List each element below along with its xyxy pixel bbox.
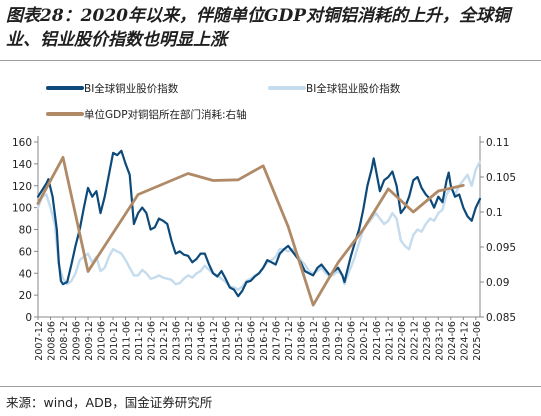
x-tick-label: 2008-06 bbox=[47, 321, 58, 361]
x-tick-label: 2011-12 bbox=[134, 321, 145, 361]
x-tick-label: 2024-12 bbox=[459, 321, 470, 361]
legend-label-aluminum: BI全球铝业股价指数 bbox=[306, 82, 401, 95]
legend-label-consumption: 单位GDP对铜铝所在部门消耗:右轴 bbox=[84, 108, 247, 121]
chart-title: 图表28：2020年以来，伴随单位GDP对铜铝消耗的上升，全球铜业、铝业股价指数… bbox=[6, 6, 511, 50]
y-left-tick-label: 160 bbox=[12, 137, 32, 149]
y-right-tick-label: 0.1 bbox=[486, 207, 503, 219]
legend: BI全球铜业股价指数 BI全球铝业股价指数 单位GDP对铜铝所在部门消耗:右轴 bbox=[46, 82, 401, 121]
x-tick-label: 2020-06 bbox=[347, 321, 358, 361]
y-left-tick-label: 60 bbox=[19, 246, 32, 258]
x-tick-label: 2018-06 bbox=[297, 321, 308, 361]
x-tick-label: 2019-12 bbox=[334, 321, 345, 361]
x-tick-label: 2012-12 bbox=[159, 321, 170, 361]
x-tick-label: 2023-12 bbox=[434, 321, 445, 361]
x-tick-label: 2013-12 bbox=[184, 321, 195, 361]
x-tick-label: 2022-06 bbox=[397, 321, 408, 361]
x-tick-label: 2017-12 bbox=[284, 321, 295, 361]
x-tick-label: 2016-12 bbox=[259, 321, 270, 361]
x-tick-label: 2018-12 bbox=[309, 321, 320, 361]
y-left-tick-label: 40 bbox=[19, 268, 32, 280]
y-left-tick-label: 20 bbox=[19, 290, 32, 302]
y-right-tick-label: 0.11 bbox=[486, 137, 509, 149]
legend-label-copper: BI全球铜业股价指数 bbox=[84, 82, 179, 95]
top-rule bbox=[0, 60, 541, 61]
x-tick-label: 2022-12 bbox=[409, 321, 420, 361]
x-tick-label: 2009-12 bbox=[84, 321, 95, 361]
y-left-tick-label: 100 bbox=[12, 203, 32, 215]
x-tick-label: 2009-06 bbox=[72, 321, 83, 361]
x-tick-label: 2021-06 bbox=[372, 321, 383, 361]
y-right-tick-label: 0.09 bbox=[486, 277, 509, 289]
x-tick-label: 2007-12 bbox=[34, 321, 45, 361]
y-left-tick-label: 120 bbox=[12, 181, 32, 193]
axes: 0 20 40 60 80 100 120 140 160 0.085 0.09 0.095 0.1 0.… bbox=[12, 136, 516, 361]
x-tick-label: 2024-06 bbox=[447, 321, 458, 361]
x-tick-label: 2014-06 bbox=[197, 321, 208, 361]
x-tick-label: 2013-06 bbox=[172, 321, 183, 361]
y-left-tick-label: 140 bbox=[12, 159, 32, 171]
y-left-tick-label: 80 bbox=[19, 225, 32, 237]
x-tick-label: 2019-06 bbox=[322, 321, 333, 361]
x-tick-label: 2023-06 bbox=[422, 321, 433, 361]
x-tick-label: 2015-12 bbox=[234, 321, 245, 361]
x-tick-label: 2016-06 bbox=[247, 321, 258, 361]
series-layer bbox=[36, 149, 482, 307]
x-tick-label: 2020-12 bbox=[359, 321, 370, 361]
y-left-tick-label: 0 bbox=[25, 312, 32, 324]
x-tick-label: 2010-06 bbox=[97, 321, 108, 361]
x-tick-label: 2021-12 bbox=[384, 321, 395, 361]
series-line-consumption bbox=[36, 156, 465, 307]
y-right-tick-label: 0.105 bbox=[486, 172, 516, 184]
x-tick-label: 2025-06 bbox=[472, 321, 483, 361]
x-tick-label: 2012-06 bbox=[147, 321, 158, 361]
x-tick-label: 2008-12 bbox=[59, 321, 70, 361]
y-right-tick-label: 0.095 bbox=[486, 242, 516, 254]
x-tick-label: 2011-06 bbox=[122, 321, 133, 361]
x-tick-label: 2015-06 bbox=[222, 321, 233, 361]
source-note: 来源：wind，ADB，国金证券研究所 bbox=[6, 395, 213, 410]
x-tick-label: 2014-12 bbox=[209, 321, 220, 361]
y-right-tick-label: 0.085 bbox=[486, 312, 516, 324]
x-tick-label: 2017-06 bbox=[272, 321, 283, 361]
x-tick-label: 2010-12 bbox=[109, 321, 120, 361]
bottom-rule bbox=[0, 386, 541, 387]
series-line-copper bbox=[36, 149, 482, 298]
